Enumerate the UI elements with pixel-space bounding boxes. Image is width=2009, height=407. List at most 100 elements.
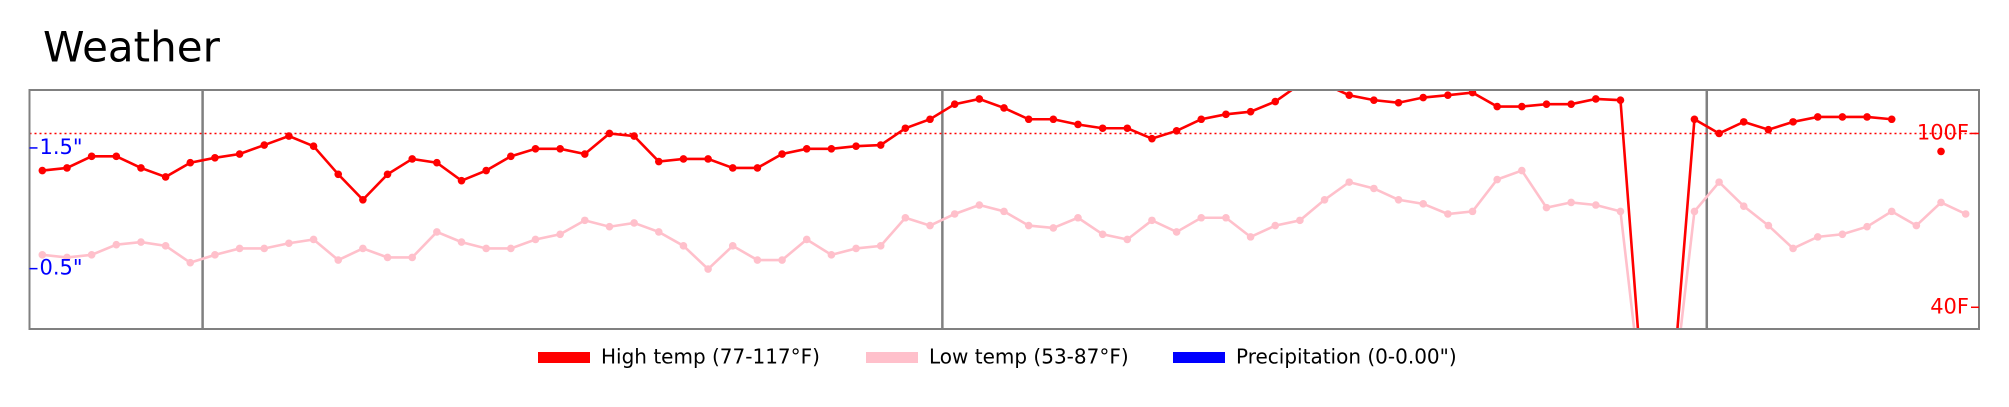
series-point <box>975 201 984 209</box>
series-point <box>950 210 959 218</box>
series-point <box>1370 96 1378 104</box>
series-point <box>1222 213 1230 222</box>
series-point <box>1444 210 1452 218</box>
series-point <box>507 152 515 161</box>
series-point <box>630 219 638 227</box>
series-point <box>531 235 540 244</box>
series-point <box>1764 221 1773 230</box>
series-point <box>827 145 836 153</box>
series-point <box>1000 104 1008 112</box>
series-point <box>1937 198 1945 207</box>
series-point <box>1863 113 1871 121</box>
series-point <box>235 244 244 253</box>
series-point <box>531 145 540 153</box>
chart-title: Weather <box>43 23 221 72</box>
series-point <box>1321 80 1329 88</box>
series-point <box>630 132 638 140</box>
series-point <box>309 235 318 244</box>
series-point <box>852 142 860 151</box>
series-point <box>1764 125 1773 134</box>
series-point <box>556 145 564 153</box>
series-point <box>433 158 441 167</box>
series-point <box>679 242 688 250</box>
series-point <box>1148 216 1156 225</box>
series-point <box>112 240 121 249</box>
y2-tick-label: 1.5" <box>40 135 83 159</box>
series-point <box>1887 207 1896 216</box>
series-point <box>482 244 490 253</box>
series-point <box>1838 113 1847 121</box>
series-point <box>581 216 589 225</box>
series-point <box>285 239 293 248</box>
series-point <box>1715 178 1723 186</box>
series-point <box>1271 97 1280 106</box>
series-point <box>753 256 762 264</box>
series-point <box>679 155 688 163</box>
series-point <box>137 238 145 246</box>
series-point <box>1197 115 1206 124</box>
series-point <box>1074 120 1082 129</box>
series-point <box>433 228 441 236</box>
series-point <box>1937 147 1945 156</box>
series-point <box>1345 91 1354 100</box>
series-point <box>605 222 614 231</box>
series-point <box>334 170 343 179</box>
series-point <box>753 164 762 172</box>
series-point <box>211 153 219 162</box>
series-point <box>1394 195 1403 204</box>
series-point <box>1246 233 1255 241</box>
series-point <box>1616 96 1625 104</box>
series-point <box>876 242 885 250</box>
series-point <box>1789 244 1797 253</box>
y2-tick-label: 0.5" <box>40 256 83 280</box>
series-point <box>161 173 170 181</box>
series-point <box>186 158 195 167</box>
series-point <box>1123 235 1132 244</box>
series-point <box>1838 230 1847 239</box>
series-point <box>1370 184 1378 193</box>
series-point <box>1739 202 1748 210</box>
series-point <box>1172 127 1181 135</box>
series-point <box>778 256 786 264</box>
series-point <box>654 157 663 166</box>
series-point <box>38 251 47 259</box>
series-point <box>581 150 589 158</box>
series-point <box>260 141 269 149</box>
series-point <box>1222 110 1230 119</box>
series-point <box>1024 115 1033 124</box>
series-point <box>1197 213 1206 222</box>
series-point <box>507 244 515 253</box>
series-point <box>1098 124 1107 133</box>
legend-swatch <box>538 352 590 363</box>
series-point <box>728 242 737 250</box>
series-point <box>1493 102 1501 111</box>
series-point <box>260 244 269 253</box>
series-point <box>1419 200 1427 208</box>
series-point <box>482 166 490 175</box>
series-point <box>63 253 71 262</box>
series-point <box>1049 115 1058 124</box>
series-point <box>186 258 195 267</box>
legend-label: Precipitation (0-0.00") <box>1236 345 1457 369</box>
legend-swatch <box>1173 352 1225 363</box>
series-point <box>1172 228 1181 236</box>
series-point <box>359 195 367 204</box>
legend-swatch <box>866 352 918 363</box>
series-point <box>112 152 121 161</box>
series-point <box>950 100 959 108</box>
series-point <box>926 221 934 230</box>
series-point <box>778 150 786 158</box>
series-point <box>359 244 367 253</box>
series-point <box>235 150 244 158</box>
series-point <box>1912 221 1921 230</box>
series-point <box>309 142 318 151</box>
series-point <box>457 176 466 185</box>
series-point <box>161 242 170 250</box>
series-point <box>38 166 47 175</box>
series-point <box>605 129 614 138</box>
series-point <box>1813 113 1822 121</box>
series-point <box>211 251 219 259</box>
series-point <box>827 251 836 259</box>
series-point <box>852 244 860 253</box>
series-line <box>42 168 1967 329</box>
